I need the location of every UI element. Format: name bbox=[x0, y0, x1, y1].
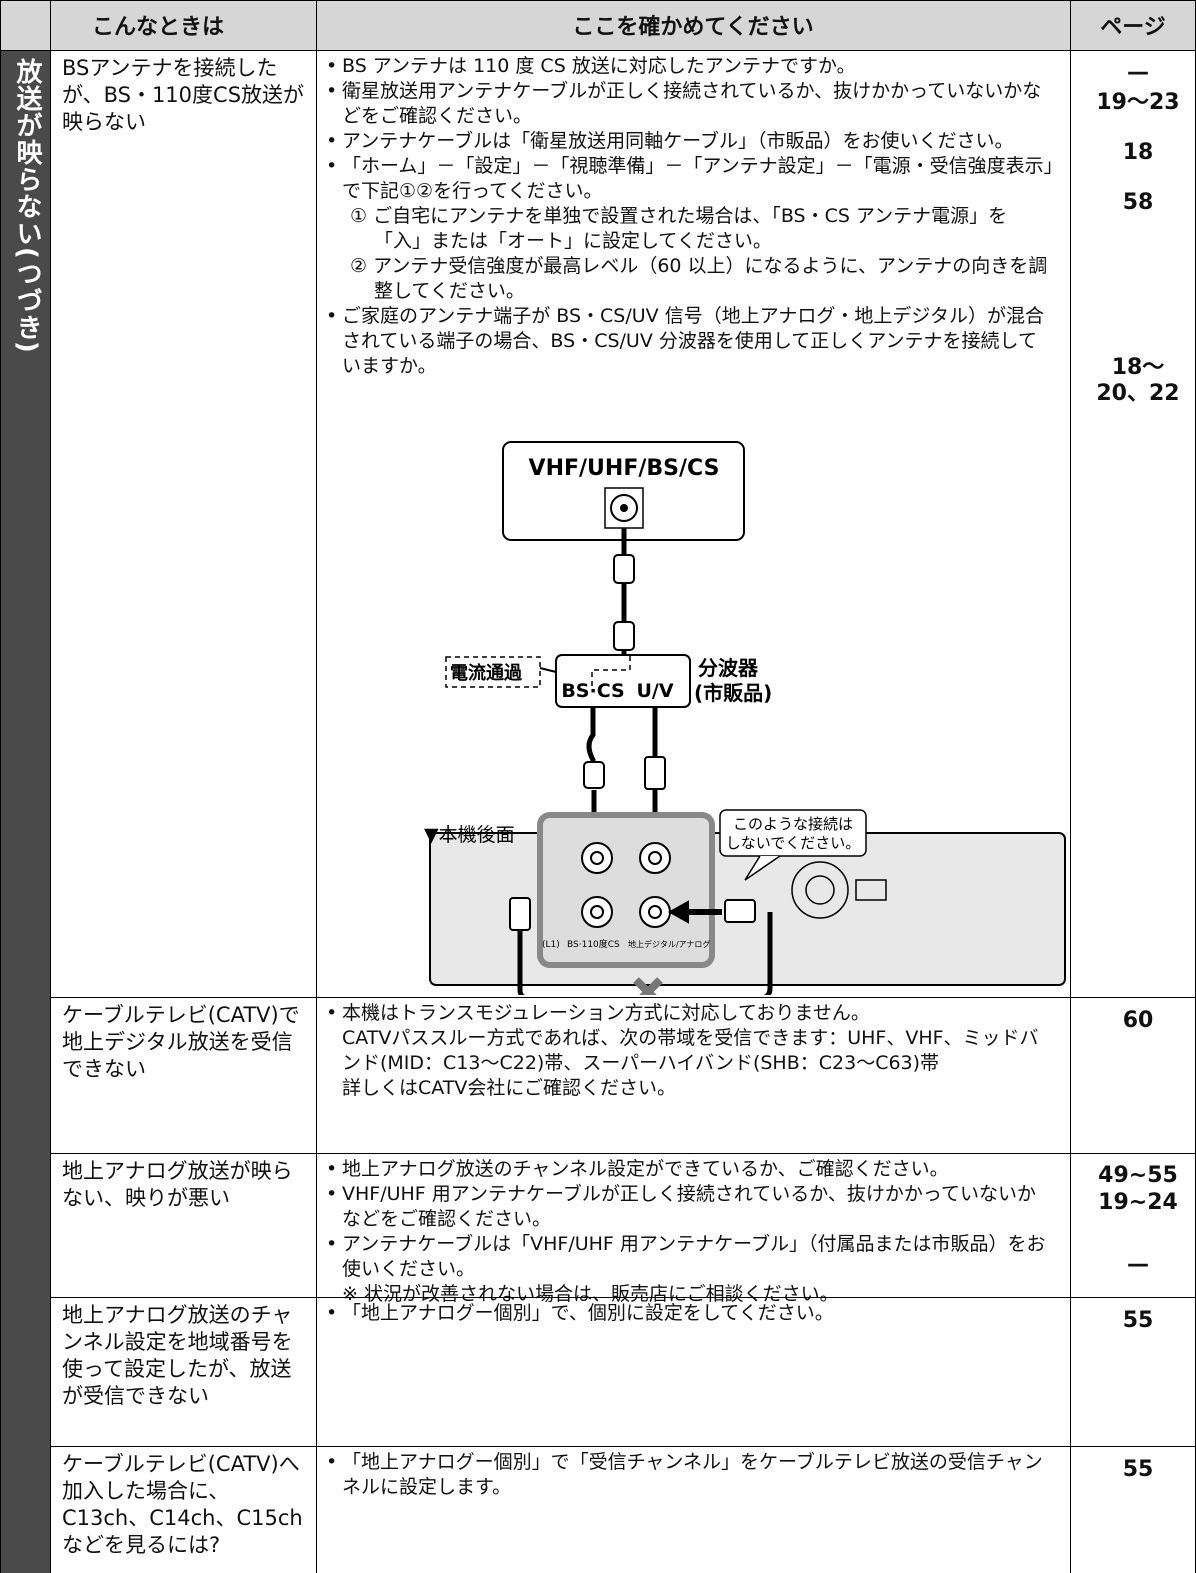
port-label: U/V bbox=[636, 680, 673, 702]
header-cell: ここを確かめてください bbox=[316, 0, 1070, 50]
bullet: • bbox=[326, 80, 338, 102]
page-ref: — bbox=[1127, 60, 1149, 85]
page-ref: 58 bbox=[1122, 190, 1154, 215]
source-label: VHF/UHF/BS/CS bbox=[529, 456, 720, 481]
port-label: BS·CS bbox=[561, 680, 624, 702]
page-ref: — bbox=[1127, 1252, 1149, 1277]
row-line bbox=[50, 997, 1196, 998]
bullet: • bbox=[326, 1451, 338, 1473]
check-item: • 「地上アナログー個別」で「受信チャンネル」をケーブルテレビ放送の受信チャンネル… bbox=[322, 1450, 1054, 1500]
panel-label: (L1) bbox=[542, 940, 560, 950]
check-line: VHF/UHF 用アンテナケーブルが正しく接続されているか、抜けかかっていないか… bbox=[342, 1183, 1036, 1230]
header-text: ページ bbox=[1100, 15, 1166, 40]
col-line bbox=[1070, 0, 1071, 1573]
header-cell: こんなときは bbox=[0, 0, 316, 50]
row-line bbox=[50, 1297, 1196, 1298]
check-line: アンテナケーブルは「VHF/UHF 用アンテナケーブル」（付属品または市販品）を… bbox=[342, 1233, 1046, 1280]
check-line: 詳しくはCATV会社にご確認ください。 bbox=[342, 1077, 677, 1099]
check-line: 「地上アナログー個別」で「受信チャンネル」をケーブルテレビ放送の受信チャンネルに… bbox=[342, 1451, 1043, 1498]
check-item: • ご家庭のアンテナ端子が BS・CS/UV 信号（地上アナログ・地上デジタル）が… bbox=[322, 304, 1054, 379]
x-mark bbox=[633, 977, 663, 995]
col-line bbox=[50, 0, 51, 1573]
col-line bbox=[316, 0, 317, 1573]
problem: ケーブルテレビ(CATV)へ加入した場合に、C13ch、C14ch、C15chな… bbox=[62, 1452, 303, 1557]
check-line: CATVパススルー方式であれば、次の帯域を受信できます：UHF、VHF、ミッドバ… bbox=[342, 1027, 1039, 1074]
bullet: • bbox=[326, 130, 338, 152]
splitter bbox=[555, 654, 691, 708]
checks: • 本機はトランスモジュレーション方式に対応しておりません。 CATVパススルー方式… bbox=[322, 1001, 1054, 1101]
check-item: • 「地上アナログー個別」で、個別に設定をしてください。 bbox=[322, 1301, 1054, 1326]
page-ref: 18 bbox=[1122, 140, 1154, 165]
page-ref: 55 bbox=[1122, 1308, 1154, 1333]
current-label: 電流通過 bbox=[450, 662, 523, 684]
checks: • 「地上アナログー個別」で「受信チャンネル」をケーブルテレビ放送の受信チャンネル… bbox=[322, 1450, 1054, 1500]
page-ref: 19~24 bbox=[1098, 1190, 1178, 1215]
current-box bbox=[445, 656, 541, 688]
warning-line: このような接続は bbox=[733, 815, 853, 833]
row-line bbox=[0, 0, 1196, 1]
check-line: 本機はトランスモジュレーション方式に対応しておりません。 bbox=[342, 1002, 870, 1024]
page-ref: 49~55 bbox=[1098, 1163, 1178, 1188]
row-line bbox=[50, 1153, 1196, 1154]
splitter-note: (市販品) bbox=[694, 681, 772, 705]
panel-label: BS·110度CS bbox=[567, 938, 620, 950]
splitter-label: 分波器 bbox=[698, 656, 759, 680]
problem: 地上アナログ放送のチャンネル設定を地域番号を使って設定したが、放送が受信できない bbox=[62, 1303, 293, 1408]
row-line bbox=[50, 1446, 1196, 1447]
check-item: • VHF/UHF 用アンテナケーブルが正しく接続されているか、抜けかかっていない… bbox=[322, 1182, 1054, 1232]
warning-line: しないでください。 bbox=[726, 834, 861, 852]
col-line bbox=[0, 0, 1, 1573]
checks: • 地上アナログ放送のチャンネル設定ができているか、ご確認ください。 • VHF/UH… bbox=[322, 1157, 1054, 1307]
problem: 地上アナログ放送が映らない、映りが悪い bbox=[62, 1159, 293, 1210]
rear-label: ▼本機後面 bbox=[424, 824, 515, 846]
row-line bbox=[0, 50, 1196, 51]
check-item: • BS アンテナは 110 度 CS 放送に対応したアンテナですか。 bbox=[322, 54, 1054, 79]
check-line: アンテナケーブルは「衛星放送用同軸ケーブル」（市販品）をお使いください。 bbox=[342, 130, 1014, 152]
side-label: 放送が映らない(つづき) bbox=[12, 58, 42, 354]
side-band: 放送が映らない(つづき) bbox=[0, 50, 50, 1573]
page-ref: 60 bbox=[1122, 1008, 1154, 1033]
check-item: • アンテナケーブルは「衛星放送用同軸ケーブル」（市販品）をお使いください。 bbox=[322, 129, 1054, 154]
check-item: • 本機はトランスモジュレーション方式に対応しておりません。 CATVパススルー方式… bbox=[322, 1001, 1054, 1101]
panel-label: 地上デジタル/アナログ bbox=[628, 939, 710, 949]
bullet: • bbox=[326, 305, 338, 327]
check-item: • 地上アナログ放送のチャンネル設定ができているか、ご確認ください。 bbox=[322, 1157, 1054, 1182]
plug bbox=[613, 554, 635, 584]
sub-item: ② アンテナ受信強度が最高レベル（60 以上）になるように、アンテナの向きを調整… bbox=[350, 255, 1048, 302]
check-item: • アンテナケーブルは「VHF/UHF 用アンテナケーブル」（付属品または市販品）… bbox=[322, 1232, 1054, 1307]
bullet: • bbox=[326, 55, 338, 77]
warning-box bbox=[719, 809, 867, 857]
bullet: • bbox=[326, 1183, 338, 1205]
bullet: • bbox=[326, 1158, 338, 1180]
check-line: BS アンテナは 110 度 CS 放送に対応したアンテナですか。 bbox=[342, 55, 856, 77]
header-text: ここを確かめてください bbox=[572, 15, 814, 40]
sub-item: ① ご自宅にアンテナを単独で設置された場合は、「BS・CS アンテナ電源」を「入… bbox=[350, 205, 1008, 252]
page-ref: 18～20、22 bbox=[1096, 355, 1180, 406]
header-cell: ページ bbox=[1070, 0, 1196, 50]
check-line: 地上アナログ放送のチャンネル設定ができているか、ご確認ください。 bbox=[342, 1158, 949, 1180]
check-line: 衛星放送用アンテナケーブルが正しく接続されているか、抜けかかっていないかなどをご… bbox=[342, 80, 1042, 127]
bullet: • bbox=[326, 1233, 338, 1255]
page-ref: 19～23 bbox=[1096, 90, 1180, 115]
plug bbox=[613, 621, 635, 651]
check-item: • 「ホーム」－「設定」－「視聴準備」－「アンテナ設定」－「電源・受信強度表示」で… bbox=[322, 154, 1054, 304]
check-line: ※ 状況が改善されない場合は、販売店にご相談ください。 bbox=[342, 1283, 839, 1305]
check-line: 「ホーム」－「設定」－「視聴準備」－「アンテナ設定」－「電源・受信強度表示」で下… bbox=[342, 155, 1054, 202]
header-text: こんなときは bbox=[91, 15, 224, 40]
bad-cable bbox=[517, 912, 773, 995]
bullet: • bbox=[326, 155, 338, 177]
bullet: • bbox=[326, 1002, 338, 1024]
problem: ケーブルテレビ(CATV)で地上デジタル放送を受信できない bbox=[62, 1003, 300, 1081]
diagram: VHF/UHF/BS/CS 電流通過 BS·CS U/V 分波器 (市販品) ▼… bbox=[424, 441, 1066, 995]
checks: • BS アンテナは 110 度 CS 放送に対応したアンテナですか。 • 衛星放送用… bbox=[322, 54, 1054, 379]
check-line: ご家庭のアンテナ端子が BS・CS/UV 信号（地上アナログ・地上デジタル）が混… bbox=[342, 305, 1044, 377]
bullet: • bbox=[326, 1302, 338, 1324]
problem: BSアンテナを接続したが、BS・110度CS放送が映らない bbox=[62, 56, 305, 134]
checks: • 「地上アナログー個別」で、個別に設定をしてください。 bbox=[322, 1301, 1054, 1326]
check-item: • 衛星放送用アンテナケーブルが正しく接続されているか、抜けかかっていないかなどを… bbox=[322, 79, 1054, 129]
check-line: 「地上アナログー個別」で、個別に設定をしてください。 bbox=[342, 1302, 834, 1324]
page-ref: 55 bbox=[1122, 1457, 1154, 1482]
